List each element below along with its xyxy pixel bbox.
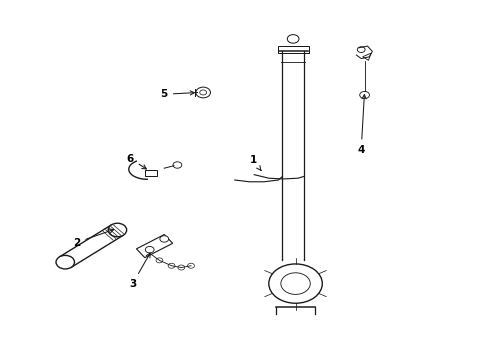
- Circle shape: [168, 263, 175, 268]
- Circle shape: [359, 91, 369, 99]
- Circle shape: [56, 255, 74, 269]
- Circle shape: [196, 87, 210, 98]
- Text: 2: 2: [73, 229, 113, 248]
- Circle shape: [156, 258, 163, 263]
- Text: 4: 4: [357, 95, 366, 155]
- Text: 3: 3: [129, 253, 150, 289]
- Circle shape: [280, 273, 309, 294]
- Circle shape: [187, 263, 194, 268]
- Text: 6: 6: [126, 154, 146, 169]
- Bar: [144, 170, 157, 176]
- Circle shape: [108, 223, 126, 237]
- Circle shape: [287, 35, 298, 43]
- Circle shape: [268, 264, 322, 303]
- Text: 5: 5: [161, 89, 194, 99]
- Circle shape: [200, 90, 206, 95]
- Circle shape: [173, 162, 182, 168]
- Circle shape: [178, 265, 184, 270]
- Circle shape: [145, 247, 154, 253]
- Circle shape: [160, 236, 168, 242]
- Circle shape: [357, 47, 365, 53]
- Text: 1: 1: [249, 156, 261, 171]
